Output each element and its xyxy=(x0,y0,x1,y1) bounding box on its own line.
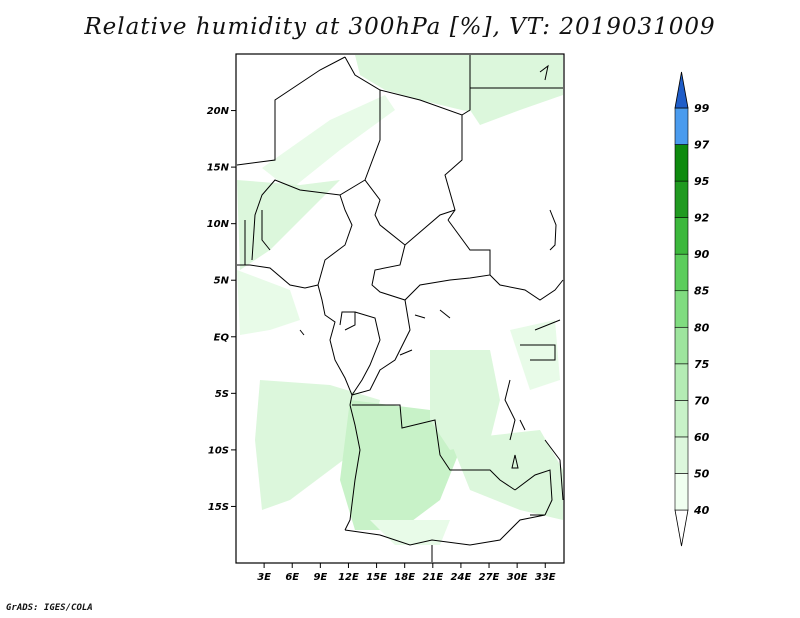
colorbar-label: 99 xyxy=(694,102,710,115)
colorbar-label: 95 xyxy=(694,175,710,188)
nw-moist-streak xyxy=(262,95,395,190)
coastlines xyxy=(237,64,549,516)
lon-tick-label: 12E xyxy=(338,572,359,583)
colorbar-label: 80 xyxy=(694,321,710,334)
lat-tick-label: 5S xyxy=(215,389,229,400)
colorbar-label: 40 xyxy=(693,504,710,517)
country-borders xyxy=(236,55,564,562)
colorbar-label: 85 xyxy=(694,285,710,298)
map-title: Relative humidity at 300hPa [%], VT: 201… xyxy=(84,14,716,40)
colorbar-label: 70 xyxy=(694,394,710,407)
colorbar-low-arrow xyxy=(674,509,689,547)
humidity-shading xyxy=(237,55,563,545)
colorbar-label: 97 xyxy=(694,139,710,152)
sahara-moist-band xyxy=(355,55,470,112)
lon-tick-label: 18E xyxy=(394,572,415,583)
lat-tick-label: 10S xyxy=(208,445,229,456)
colorbar-segment xyxy=(674,290,689,328)
lon-tick-label: 15E xyxy=(366,572,387,583)
colorbar-label: 75 xyxy=(694,358,710,371)
east-moist xyxy=(450,430,563,520)
colorbar-segment xyxy=(674,326,689,365)
guinea-coast-moist xyxy=(237,270,300,335)
colorbar-segment xyxy=(674,107,689,145)
colorbar: 40 50 60 70 75 80 85 90 92 95 97 99 xyxy=(674,71,710,547)
colorbar-label: 90 xyxy=(694,248,710,261)
colorbar-segment xyxy=(674,180,689,218)
lon-tick-label: 33E xyxy=(535,572,556,583)
lon-tick-label: 6E xyxy=(285,572,299,583)
lon-tick-label: 21E xyxy=(422,572,443,583)
colorbar-label: 92 xyxy=(694,212,710,225)
lat-tick-label: 15S xyxy=(208,502,229,513)
colorbar-label: 50 xyxy=(694,467,710,480)
ne-moist-patch xyxy=(470,55,563,125)
colorbar-segment xyxy=(674,436,689,474)
colorbar-high-arrow xyxy=(674,71,689,109)
lon-tick-label: 3E xyxy=(257,572,271,583)
angola-moist xyxy=(340,400,460,530)
latitude-axis: 20N 15N 10N 5N EQ 5S 10S 15S xyxy=(207,106,236,513)
lat-tick-label: 10N xyxy=(207,219,230,230)
colorbar-segment xyxy=(674,144,689,182)
lat-tick-label: EQ xyxy=(214,332,230,343)
lat-tick-label: 20N xyxy=(207,106,230,117)
west-africa-moist xyxy=(237,180,340,270)
colorbar-segment xyxy=(674,217,689,255)
lat-tick-label: 5N xyxy=(214,276,230,287)
lon-tick-label: 9E xyxy=(313,572,327,583)
colorbar-label: 60 xyxy=(694,431,710,444)
lon-tick-label: 30E xyxy=(507,572,528,583)
congo-moist xyxy=(430,350,500,450)
lat-tick-label: 15N xyxy=(207,163,230,174)
colorbar-segment xyxy=(674,363,689,401)
grads-credit: GrADS: IGES/COLA xyxy=(6,603,93,613)
longitude-axis: 3E 6E 9E 12E 15E 18E 21E 24E 27E 30E 33E xyxy=(257,563,556,583)
lon-tick-label: 24E xyxy=(451,572,472,583)
map-frame xyxy=(235,53,565,564)
colorbar-segment xyxy=(674,400,689,438)
colorbar-segment xyxy=(674,473,689,511)
colorbar-segment xyxy=(674,253,689,292)
lon-tick-label: 27E xyxy=(479,572,500,583)
lake-region-moist xyxy=(510,320,560,390)
